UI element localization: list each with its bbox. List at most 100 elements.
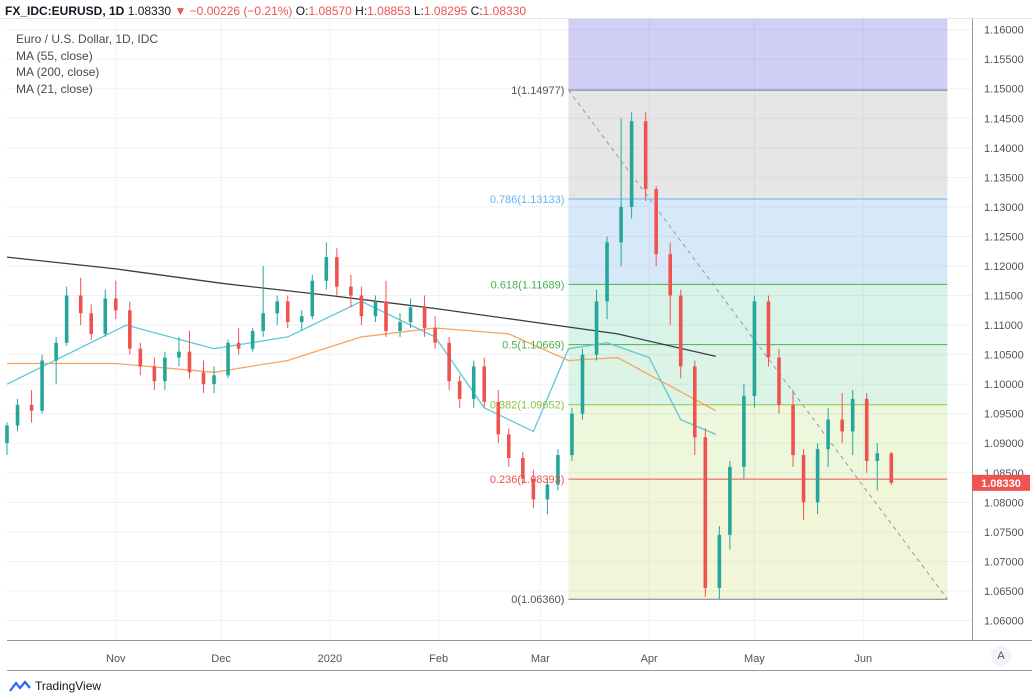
candle-body bbox=[875, 453, 880, 461]
candle bbox=[629, 112, 634, 219]
candle-body bbox=[815, 449, 820, 503]
candle-body bbox=[5, 425, 9, 444]
candle bbox=[64, 286, 69, 346]
candle-body bbox=[629, 121, 634, 207]
symbol-name[interactable]: FX_IDC:EURUSD, 1D bbox=[5, 4, 125, 18]
candle-body bbox=[556, 455, 560, 485]
time-tick-label: Mar bbox=[531, 653, 550, 665]
candle-body bbox=[64, 295, 69, 343]
legend-title[interactable]: Euro / U.S. Dollar, 1D, IDC bbox=[16, 32, 159, 46]
candle-body bbox=[507, 434, 511, 459]
fib-zone bbox=[568, 90, 948, 200]
low-value: 1.08295 bbox=[423, 4, 468, 18]
candle bbox=[531, 469, 536, 509]
fib-retracement bbox=[568, 19, 948, 600]
candle-body bbox=[78, 295, 83, 314]
candle-body bbox=[742, 395, 746, 467]
candle-body bbox=[654, 189, 658, 255]
candle bbox=[408, 298, 413, 329]
candle-body bbox=[752, 301, 757, 396]
axes: 1.16000 1.15500 1.15000 1.14500 1.14000 1.135… bbox=[0, 18, 1032, 671]
candle bbox=[177, 336, 181, 367]
candle bbox=[875, 443, 880, 491]
candle-body bbox=[777, 357, 781, 405]
candle-body bbox=[163, 357, 167, 382]
candle-body bbox=[15, 404, 20, 426]
candle bbox=[692, 360, 697, 456]
candle-body bbox=[521, 458, 525, 479]
candle-body bbox=[864, 398, 869, 461]
fib-zone bbox=[568, 479, 948, 600]
time-tick-label: May bbox=[744, 653, 765, 665]
candle-body bbox=[349, 286, 353, 296]
candle bbox=[850, 390, 855, 456]
candle-body bbox=[103, 298, 108, 334]
candle-body bbox=[384, 301, 388, 331]
last-price-tag bbox=[972, 474, 1030, 491]
candle bbox=[471, 360, 476, 408]
price-tick-label: 1.15500 bbox=[984, 54, 1024, 66]
candle bbox=[496, 390, 501, 444]
candle bbox=[201, 360, 206, 394]
fib-level-label: 0.236(1.08393) bbox=[490, 474, 565, 486]
legend-ma-55[interactable]: MA (55, close) bbox=[16, 48, 93, 63]
candle-body bbox=[692, 366, 697, 438]
brand-label: TradingView bbox=[35, 679, 102, 693]
candle bbox=[275, 295, 279, 326]
candle bbox=[373, 295, 378, 323]
candle bbox=[654, 186, 658, 266]
candle bbox=[457, 375, 462, 408]
candle-body bbox=[54, 342, 58, 361]
candle-body bbox=[40, 360, 44, 411]
price-tick-label: 1.16000 bbox=[984, 25, 1024, 37]
candle bbox=[103, 289, 108, 337]
price-tick-label: 1.14500 bbox=[984, 113, 1024, 125]
candle bbox=[482, 357, 487, 408]
candle bbox=[752, 295, 757, 408]
candle-body bbox=[791, 404, 795, 456]
fib-zone bbox=[568, 284, 948, 345]
candle bbox=[422, 295, 427, 337]
candle bbox=[163, 351, 167, 391]
candle bbox=[766, 295, 771, 367]
last-price-label: 1.08330 bbox=[981, 478, 1021, 490]
price-tick-label: 1.06000 bbox=[984, 616, 1024, 628]
time-tick-label: Jun bbox=[854, 653, 872, 665]
candle-body bbox=[619, 206, 623, 243]
candle bbox=[717, 525, 722, 600]
price-tick-label: 1.13000 bbox=[984, 202, 1024, 214]
candle-body bbox=[250, 330, 255, 349]
candle-body bbox=[398, 322, 402, 331]
candle bbox=[580, 348, 585, 420]
last-price: 1.08330 bbox=[127, 4, 172, 18]
auto-scale-button[interactable]: A bbox=[991, 646, 1011, 666]
candle-body bbox=[850, 398, 855, 432]
candle-body bbox=[359, 295, 364, 317]
candle bbox=[128, 301, 132, 355]
legend-ma-200[interactable]: MA (200, close) bbox=[16, 65, 100, 79]
tradingview-logo[interactable]: TradingView bbox=[9, 679, 101, 693]
candle bbox=[570, 407, 574, 461]
candle-body bbox=[335, 257, 339, 287]
candle bbox=[447, 336, 451, 391]
candle bbox=[840, 393, 844, 444]
candle bbox=[299, 310, 304, 331]
candle bbox=[605, 236, 609, 320]
fib-zone bbox=[568, 344, 948, 405]
candle bbox=[668, 242, 673, 326]
open-value: 1.08570 bbox=[308, 4, 352, 18]
high-label: H: bbox=[355, 4, 368, 18]
candle-body bbox=[261, 313, 265, 331]
candle-body bbox=[324, 257, 329, 281]
candle-body bbox=[826, 419, 830, 450]
price-tick-label: 1.12500 bbox=[984, 231, 1024, 243]
candle bbox=[619, 118, 623, 266]
candle-body bbox=[138, 348, 143, 367]
candle bbox=[89, 304, 94, 340]
candle bbox=[742, 384, 746, 479]
candle bbox=[864, 393, 869, 473]
legend-ma-21[interactable]: MA (21, close) bbox=[16, 81, 93, 96]
candle bbox=[285, 295, 290, 329]
